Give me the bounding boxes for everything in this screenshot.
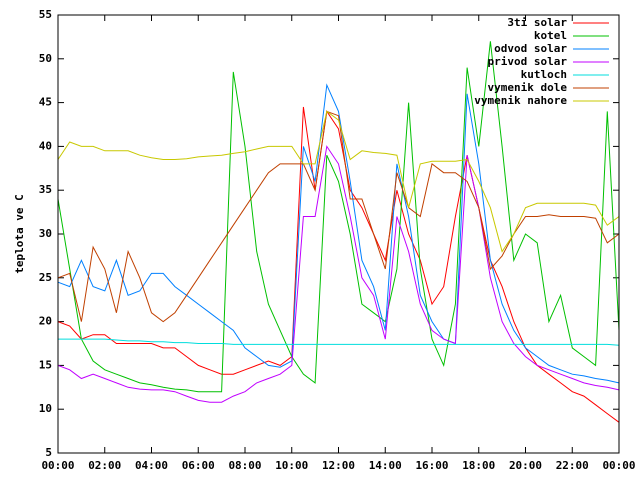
legend-label: 3ti solar	[507, 16, 567, 29]
y-tick-label: 40	[39, 139, 52, 152]
y-axis-label: teplota ve C	[13, 194, 26, 273]
legend-label: odvod solar	[494, 42, 567, 55]
y-tick-label: 45	[39, 96, 52, 109]
y-tick-label: 55	[39, 8, 52, 21]
y-tick-label: 25	[39, 271, 52, 284]
y-tick-label: 20	[39, 315, 52, 328]
legend-label: privod solar	[488, 55, 568, 68]
series-line	[57, 83, 620, 384]
series-line	[58, 338, 620, 346]
x-tick-label: 20:00	[509, 459, 542, 472]
x-tick-label: 14:00	[369, 459, 402, 472]
y-tick-label: 10	[39, 402, 52, 415]
x-tick-label: 06:00	[182, 459, 215, 472]
series-line	[57, 110, 620, 323]
series-line	[57, 41, 620, 393]
x-tick-label: 22:00	[556, 459, 589, 472]
series-line	[57, 110, 620, 253]
y-tick-label: 50	[39, 52, 52, 65]
y-tick-label: 15	[39, 358, 52, 371]
x-tick-label: 00:00	[41, 459, 74, 472]
legend-label: vymenik nahore	[474, 94, 567, 107]
legend-label: kotel	[534, 29, 567, 42]
plot-frame	[57, 14, 620, 454]
x-tick-label: 02:00	[88, 459, 121, 472]
y-tick-label: 5	[45, 446, 52, 459]
x-tick-label: 18:00	[462, 459, 495, 472]
series-line	[57, 145, 620, 403]
x-tick-label: 08:00	[228, 459, 261, 472]
legend-label: vymenik dole	[488, 81, 568, 94]
x-tick-label: 12:00	[322, 459, 355, 472]
y-tick-label: 35	[39, 183, 52, 196]
x-tick-label: 04:00	[135, 459, 168, 472]
x-tick-label: 16:00	[415, 459, 448, 472]
y-tick-label: 30	[39, 227, 52, 240]
x-tick-label: 10:00	[275, 459, 308, 472]
x-tick-label: 00:00	[602, 459, 635, 472]
legend-label: kutloch	[521, 68, 567, 81]
